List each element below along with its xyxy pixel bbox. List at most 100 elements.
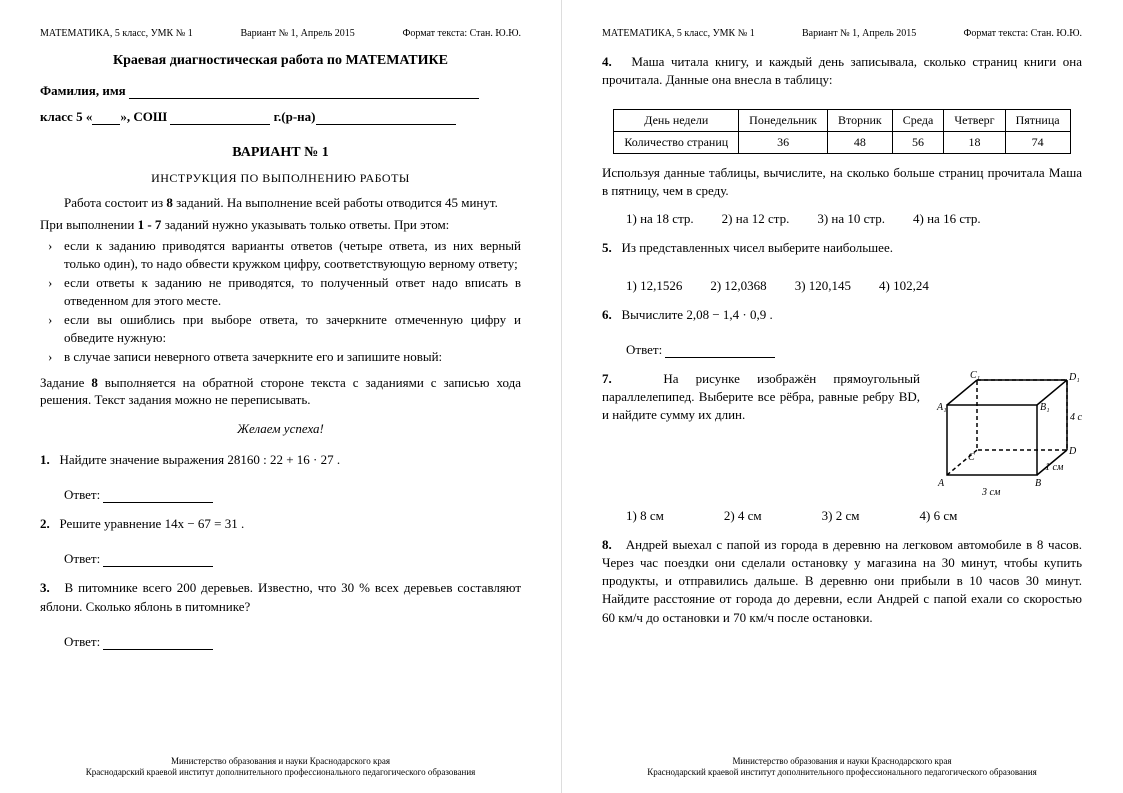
instr-item: если к заданию приводятся варианты ответ… (40, 237, 521, 272)
page-header: МАТЕМАТИКА, 5 класс, УМК № 1 Вариант № 1… (40, 28, 521, 39)
dim-label: 3 см (981, 487, 1001, 498)
page-2: МАТЕМАТИКА, 5 класс, УМК № 1 Вариант № 1… (561, 0, 1122, 793)
table-head: Четверг (944, 110, 1005, 132)
table-cell: 18 (944, 132, 1005, 154)
footer-line2: Краснодарский краевой институт дополните… (602, 767, 1082, 779)
answer-blank (665, 345, 775, 358)
answer-3: Ответ: (64, 634, 521, 650)
instr-item: если ответы к заданию не приводятся, то … (40, 274, 521, 309)
class-mid: », СОШ (120, 109, 167, 124)
instructions-title: ИНСТРУКЦИЯ ПО ВЫПОЛНЕНИЮ РАБОТЫ (40, 171, 521, 186)
table-cell: 36 (739, 132, 828, 154)
table-row-label: Количество страниц (614, 132, 739, 154)
option: 2) на 12 стр. (722, 211, 790, 227)
class-letter-blank (92, 112, 120, 125)
option: 4) 102,24 (879, 278, 929, 294)
region-blank (316, 112, 456, 125)
table-head: Понедельник (739, 110, 828, 132)
task7-options: 1) 8 см 2) 4 см 3) 2 см 4) 6 см (626, 508, 1082, 524)
answer-label: Ответ: (64, 551, 100, 566)
task-number: 6. (602, 307, 612, 322)
task-7: 7. На рисунке изображён прямоугольный па… (602, 370, 920, 425)
vertex-label: C (968, 452, 975, 463)
table-cell: 48 (827, 132, 892, 154)
option: 1) 12,1526 (626, 278, 682, 294)
instr-p1: Работа состоит из 8 заданий. На выполнен… (40, 194, 521, 212)
main-title: Краевая диагностическая работа по МАТЕМА… (40, 53, 521, 69)
answer-label: Ответ: (64, 634, 100, 649)
task-text: Из представленных чисел выберите наиболь… (622, 240, 893, 255)
task-text: Найдите значение выражения 28160 : 22 + … (60, 452, 341, 467)
header-right: Формат текста: Стан. Ю.Ю. (402, 28, 521, 39)
vertex-label: C₁ (970, 370, 980, 381)
instr-p3: Задание 8 выполняется на обратной сторон… (40, 374, 521, 409)
option: 3) 120,145 (795, 278, 851, 294)
option: 4) 6 см (919, 508, 957, 524)
vertex-label: B (1035, 478, 1041, 489)
task-number: 8. (602, 537, 612, 552)
task-number: 1. (40, 452, 50, 467)
option: 2) 12,0368 (710, 278, 766, 294)
task-6: 6. Вычислите 2,08 − 1,4 · 0,9 . (602, 306, 1082, 324)
instr-p2: При выполнении 1 - 7 заданий нужно указы… (40, 216, 521, 234)
answer-blank (103, 490, 213, 503)
answer-1: Ответ: (64, 487, 521, 503)
task-8: 8. Андрей выехал с папой из города в дер… (602, 536, 1082, 627)
task4-options: 1) на 18 стр. 2) на 12 стр. 3) на 10 стр… (626, 211, 1082, 227)
answer-label: Ответ: (626, 342, 662, 357)
cube-figure: A₁ B₁ C₁ D₁ A B C D 3 см 1 см 4 см (932, 370, 1082, 500)
task-2: 2. Решите уравнение 14x − 67 = 31 . (40, 515, 521, 533)
table-cell: 56 (892, 132, 944, 154)
option: 3) 2 см (822, 508, 860, 524)
option: 1) на 18 стр. (626, 211, 694, 227)
table-head: Вторник (827, 110, 892, 132)
header-center: Вариант № 1, Апрель 2015 (241, 28, 355, 39)
page-1: МАТЕМАТИКА, 5 класс, УМК № 1 Вариант № 1… (0, 0, 561, 793)
name-blank (129, 86, 479, 99)
task4-after: Используя данные таблицы, вычислите, на … (602, 164, 1082, 199)
task-number: 4. (602, 54, 612, 69)
answer-label: Ответ: (64, 487, 100, 502)
task-5: 5. Из представленных чисел выберите наиб… (602, 239, 1082, 257)
name-field-row: Фамилия, имя (40, 83, 521, 99)
header-center: Вариант № 1, Апрель 2015 (802, 28, 916, 39)
vertex-label: A (937, 478, 945, 489)
header-right: Формат текста: Стан. Ю.Ю. (963, 28, 1082, 39)
option: 3) на 10 стр. (817, 211, 885, 227)
task-text: Вычислите 2,08 − 1,4 · 0,9 . (622, 307, 773, 322)
option: 1) 8 см (626, 508, 664, 524)
task-3: 3. В питомнике всего 200 деревьев. Извес… (40, 579, 521, 615)
task-text: В питомнике всего 200 деревьев. Известно… (40, 580, 521, 613)
header-left: МАТЕМАТИКА, 5 класс, УМК № 1 (40, 28, 193, 39)
school-blank (170, 112, 270, 125)
class-post: г.(р-на) (274, 109, 316, 124)
task5-options: 1) 12,1526 2) 12,0368 3) 120,145 4) 102,… (626, 278, 1082, 294)
variant-title: ВАРИАНТ № 1 (40, 145, 521, 161)
task-number: 5. (602, 240, 612, 255)
vertex-label: D (1068, 446, 1077, 457)
task-4: 4. Маша читала книгу, и каждый день запи… (602, 53, 1082, 89)
header-left: МАТЕМАТИКА, 5 класс, УМК № 1 (602, 28, 755, 39)
table-head: День недели (614, 110, 739, 132)
wish-text: Желаем успеха! (40, 421, 521, 437)
task-1: 1. Найдите значение выражения 28160 : 22… (40, 451, 521, 469)
option: 4) на 16 стр. (913, 211, 981, 227)
task-number: 2. (40, 516, 50, 531)
footer-line1: Министерство образования и науки Краснод… (602, 756, 1082, 768)
task-text: Решите уравнение 14x − 67 = 31 . (60, 516, 245, 531)
task-text: Маша читала книгу, и каждый день записыв… (602, 54, 1082, 87)
answer-2: Ответ: (64, 551, 521, 567)
option: 2) 4 см (724, 508, 762, 524)
vertex-label: D₁ (1068, 372, 1080, 383)
answer-blank (103, 554, 213, 567)
answer-blank (103, 637, 213, 650)
page-footer: Министерство образования и науки Краснод… (602, 756, 1082, 779)
dim-label: 1 см (1045, 462, 1064, 473)
page-footer: Министерство образования и науки Краснод… (40, 756, 521, 779)
name-label: Фамилия, имя (40, 83, 126, 98)
table-head: Среда (892, 110, 944, 132)
task-text: Андрей выехал с папой из города в деревн… (602, 537, 1082, 625)
dim-label: 4 см (1070, 412, 1082, 423)
task-number: 3. (40, 580, 50, 595)
table-head: Пятница (1005, 110, 1070, 132)
